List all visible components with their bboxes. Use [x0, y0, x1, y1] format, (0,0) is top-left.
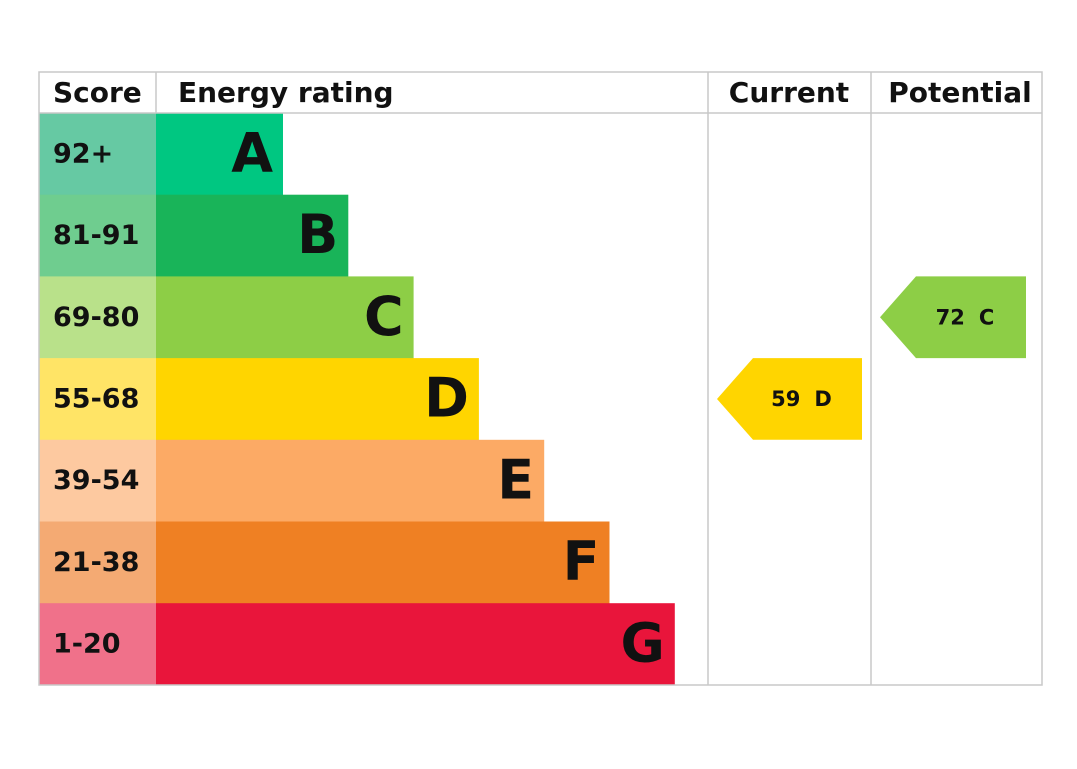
header-rating: Energy rating: [178, 76, 394, 109]
band-bar: [156, 521, 610, 604]
band-letter: D: [424, 367, 469, 430]
score-cell: [39, 276, 156, 359]
score-label: 55-68: [53, 383, 139, 414]
current-arrow: [717, 358, 862, 440]
current-label: 59 D: [771, 387, 832, 411]
band-bar: [156, 276, 414, 359]
score-cell: [39, 194, 156, 277]
rating-band: C: [979, 305, 994, 329]
header-potential: Potential: [888, 76, 1032, 109]
band-bar: [156, 194, 349, 277]
score-cell: [39, 358, 156, 441]
potential-label: 72 C: [936, 305, 995, 329]
header-current: Current: [729, 76, 849, 109]
score-label: 92+: [53, 138, 113, 169]
score-cell: [39, 521, 156, 604]
band-bar: [156, 603, 675, 686]
band-letter: B: [297, 203, 338, 266]
score-cell: [39, 603, 156, 686]
score-label: 21-38: [53, 547, 139, 578]
score-label: 69-80: [53, 302, 139, 333]
rating-score: 59: [771, 387, 800, 411]
potential-arrow: [880, 276, 1026, 359]
band-letter: G: [620, 612, 664, 675]
band-letter: A: [231, 121, 273, 184]
band-letter: C: [364, 285, 404, 348]
score-cell: [39, 439, 156, 522]
score-label: 81-91: [53, 220, 139, 251]
rating-score: 72: [936, 305, 965, 329]
band-letter: F: [563, 530, 600, 593]
score-label: 1-20: [53, 629, 121, 660]
band-letter: E: [497, 448, 534, 511]
score-label: 39-54: [53, 465, 139, 496]
header-score: Score: [53, 76, 142, 109]
band-bar: [156, 113, 283, 196]
rating-band: D: [814, 387, 831, 411]
band-bar: [156, 358, 479, 441]
score-cell: [39, 113, 156, 196]
band-bar: [156, 439, 545, 522]
table-border: [38, 71, 1043, 686]
